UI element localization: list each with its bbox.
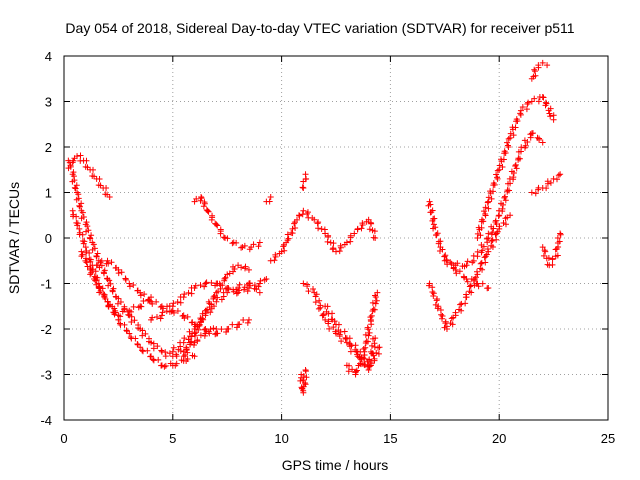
- series-markers-9: [263, 194, 274, 205]
- series-arc-17: [425, 198, 492, 292]
- data-points: [65, 59, 564, 396]
- series-arc-21: [528, 59, 551, 82]
- y-tick-label-2: -2: [40, 322, 52, 337]
- y-tick-label-5: 1: [45, 186, 52, 201]
- series-markers-20: [528, 59, 551, 82]
- grid-lines: [64, 56, 608, 420]
- x-axis-label: GPS time / hours: [282, 457, 389, 473]
- series-arc-8: [191, 194, 263, 253]
- series-markers-13: [343, 289, 381, 378]
- y-tick-label-3: -1: [40, 277, 52, 292]
- series-markers-16: [425, 198, 492, 292]
- series-markers-18: [441, 130, 546, 270]
- x-tick-label-0: 0: [60, 431, 67, 446]
- y-tick-label-6: 2: [45, 140, 52, 155]
- y-axis-label: SDTVAR / TECUs: [6, 182, 22, 294]
- x-tick-label-1: 5: [169, 431, 176, 446]
- series-arc-4: [78, 248, 155, 320]
- series-markers-19: [474, 93, 557, 241]
- x-tick-label-2: 10: [274, 431, 288, 446]
- y-tick-label-7: 3: [45, 95, 52, 110]
- series-arc-13: [322, 303, 383, 373]
- series-arc-9: [180, 262, 252, 360]
- series-arc-10: [263, 194, 274, 205]
- y-tick-label-1: -3: [40, 368, 52, 383]
- series-arc-11: [267, 207, 379, 264]
- series-markers-10: [267, 207, 379, 264]
- y-tick-label-0: -4: [40, 413, 52, 428]
- series-markers-7: [191, 194, 263, 253]
- series-arc-23: [539, 230, 564, 269]
- series-arc-22: [528, 171, 564, 197]
- series-arc-14: [343, 289, 381, 378]
- y-tick-label-8: 4: [45, 49, 52, 64]
- series-arc-6: [148, 275, 270, 323]
- series-markers-22: [539, 230, 564, 269]
- series-markers-14: [297, 366, 310, 396]
- x-tick-label-4: 20: [492, 431, 506, 446]
- series-markers-8: [180, 262, 252, 360]
- series-markers-3: [78, 248, 155, 320]
- series-arc-16: [299, 171, 310, 191]
- series-arc-20: [474, 93, 557, 241]
- y-tick-label-4: 0: [45, 231, 52, 246]
- series-markers-12: [322, 303, 383, 373]
- x-tick-label-3: 15: [383, 431, 397, 446]
- chart-title: Day 054 of 2018, Sidereal Day-to-day VTE…: [65, 20, 574, 36]
- series-markers-17: [426, 212, 514, 332]
- series-arc-15: [297, 366, 310, 396]
- x-tick-label-5: 25: [601, 431, 615, 446]
- series-markers-5: [148, 275, 270, 323]
- series-markers-15: [299, 171, 310, 191]
- series-arc-18: [426, 212, 514, 332]
- series-arc-19: [441, 130, 546, 270]
- series-markers-21: [528, 171, 564, 197]
- axis-ticks: 0 5 10 15 20 25 -4 -3 -2 -1 0 1 2 3 4: [40, 49, 615, 446]
